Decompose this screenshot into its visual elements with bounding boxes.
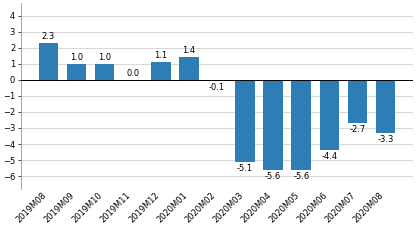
Bar: [292, 80, 311, 170]
Text: 0.0: 0.0: [126, 69, 139, 78]
Text: 1.0: 1.0: [98, 53, 111, 62]
Text: -5.1: -5.1: [237, 164, 253, 173]
Text: 1.4: 1.4: [182, 47, 196, 55]
Bar: [376, 80, 395, 133]
Bar: [235, 80, 255, 162]
Text: -2.7: -2.7: [349, 125, 366, 134]
Text: -0.1: -0.1: [209, 83, 225, 92]
Text: -5.6: -5.6: [265, 172, 281, 181]
Bar: [95, 64, 114, 80]
Bar: [319, 80, 339, 151]
Text: 1.0: 1.0: [70, 53, 83, 62]
Text: 2.3: 2.3: [42, 32, 55, 41]
Text: 1.1: 1.1: [154, 51, 167, 60]
Bar: [263, 80, 283, 170]
Bar: [207, 80, 227, 81]
Text: -5.6: -5.6: [293, 172, 310, 181]
Bar: [151, 62, 171, 80]
Bar: [348, 80, 367, 123]
Bar: [179, 57, 199, 80]
Text: -4.4: -4.4: [321, 152, 337, 161]
Text: -3.3: -3.3: [377, 135, 394, 144]
Bar: [39, 43, 58, 80]
Bar: [67, 64, 86, 80]
